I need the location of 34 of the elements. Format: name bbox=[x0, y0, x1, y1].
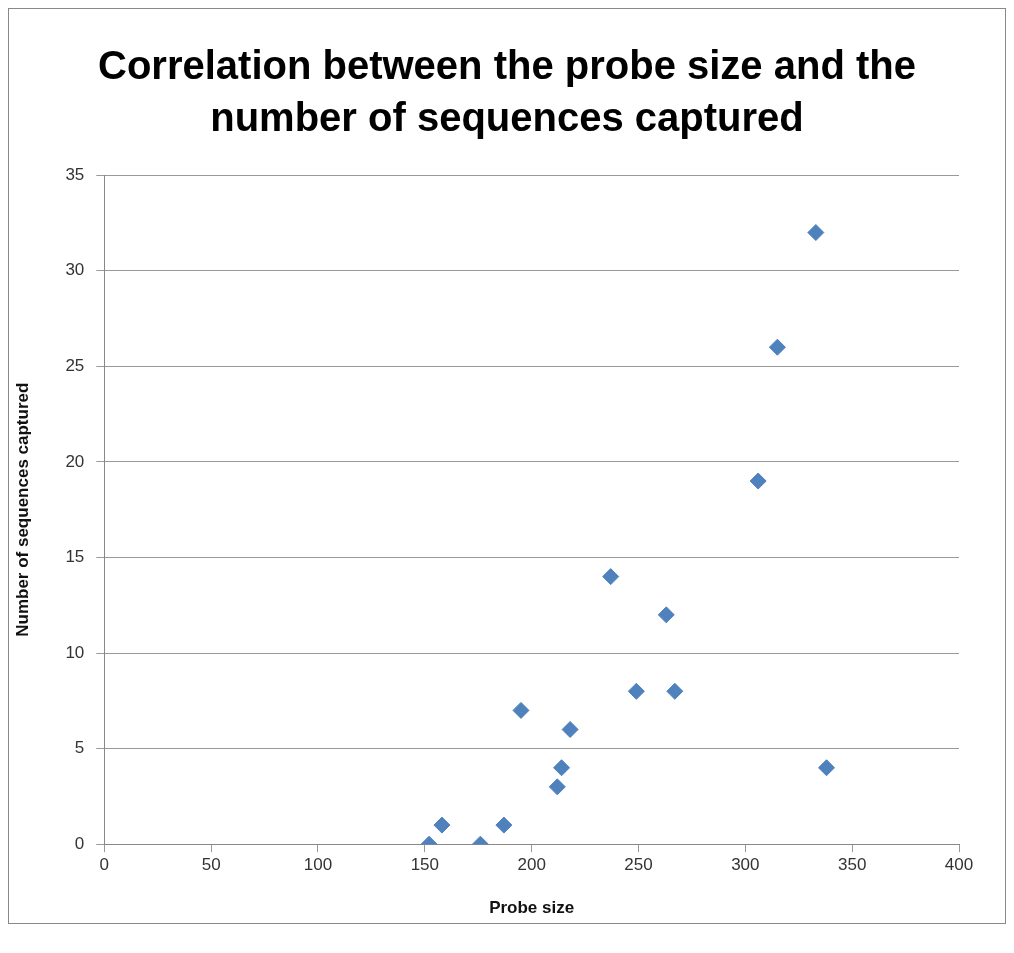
point bbox=[512, 701, 530, 719]
y-tick-label: 25 bbox=[65, 356, 85, 376]
point bbox=[602, 568, 620, 586]
point bbox=[768, 338, 786, 356]
chart-title: Correlation between the probe size and the number of sequences captured bbox=[97, 42, 917, 141]
point bbox=[807, 224, 825, 242]
y-tick-label: 10 bbox=[65, 642, 85, 662]
x-tick-label: 350 bbox=[837, 855, 867, 875]
y-tick-label: 35 bbox=[65, 164, 85, 184]
point bbox=[818, 759, 836, 777]
x-tick-label: 400 bbox=[944, 855, 974, 875]
point bbox=[666, 682, 684, 700]
y-tick-label: 5 bbox=[74, 738, 85, 758]
point bbox=[548, 778, 566, 796]
y-tick-label: 15 bbox=[65, 547, 85, 567]
point bbox=[627, 682, 645, 700]
point bbox=[553, 759, 571, 777]
point bbox=[561, 721, 579, 739]
x-tick-label: 150 bbox=[410, 855, 440, 875]
y-axis-title: Number of sequences captured bbox=[12, 382, 32, 637]
point bbox=[495, 816, 513, 834]
x-tick-label: 250 bbox=[624, 855, 653, 875]
y-tick-label: 30 bbox=[65, 260, 85, 280]
point bbox=[657, 606, 675, 624]
point bbox=[749, 472, 767, 490]
x-tick-label: 200 bbox=[517, 855, 546, 875]
x-tick-label: 50 bbox=[201, 855, 221, 875]
x-tick-label: 0 bbox=[99, 855, 110, 875]
point bbox=[433, 816, 451, 834]
x-tick-label: 100 bbox=[303, 855, 333, 875]
x-axis-title: Probe size bbox=[489, 898, 575, 918]
y-tick-label: 20 bbox=[65, 451, 85, 471]
y-tick-label: 0 bbox=[74, 833, 85, 853]
x-tick-label: 300 bbox=[731, 855, 760, 875]
